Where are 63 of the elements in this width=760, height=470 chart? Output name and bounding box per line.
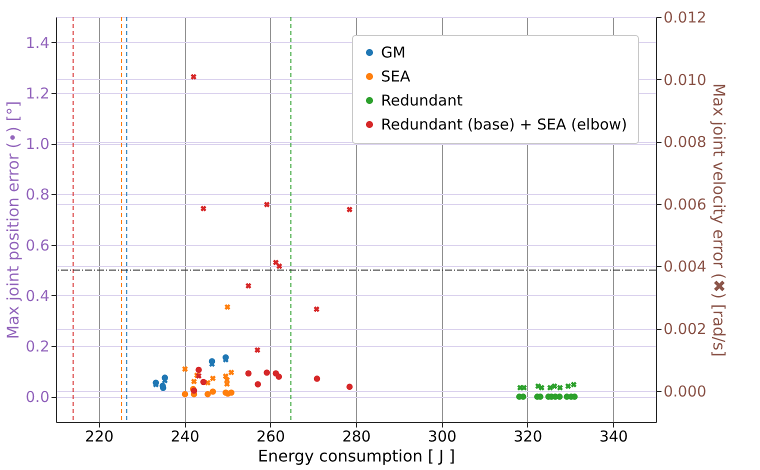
point	[565, 383, 572, 390]
point	[228, 389, 234, 396]
point	[182, 366, 188, 372]
y2-tick-label: 0.002	[664, 320, 706, 338]
point	[191, 378, 197, 384]
y-axis-title: Max joint position error (•) [°]	[4, 100, 23, 340]
x-tick-label: 340	[599, 428, 628, 446]
point	[547, 384, 554, 391]
point	[190, 74, 196, 80]
y2-tick-label: 0.010	[664, 70, 706, 89]
point	[570, 382, 577, 388]
x-tick-label: 220	[85, 428, 114, 446]
legend-label: Redundant (base) + SEA (elbow)	[381, 116, 628, 134]
point	[196, 366, 202, 374]
y-tick-label: 1.2	[26, 84, 50, 102]
x-tick-label: 320	[514, 428, 542, 446]
y2-axis-title: Max joint velocity error (✖) [rad/s]	[709, 83, 728, 357]
y-tick-label: 1.4	[26, 34, 50, 52]
point	[276, 374, 282, 380]
point	[346, 206, 352, 212]
point	[200, 206, 206, 212]
x-tick-label: 260	[256, 428, 286, 446]
point	[204, 391, 211, 398]
x-tick-label: 240	[170, 428, 200, 446]
point	[246, 282, 252, 289]
point	[264, 369, 270, 376]
legend-label: Redundant	[381, 92, 463, 110]
point	[162, 374, 168, 381]
point	[210, 375, 216, 382]
y2-tick-label: 0.006	[664, 195, 706, 214]
point	[314, 306, 320, 312]
y-tick-label: 0.4	[26, 286, 50, 305]
x-tick-label: 300	[428, 428, 457, 446]
y-tick-label: 0.2	[26, 338, 50, 356]
point	[200, 378, 207, 386]
point	[254, 347, 260, 353]
point	[272, 260, 279, 266]
y2-tick-label: 0.012	[664, 8, 706, 26]
x-tick-label: 280	[342, 428, 371, 446]
point	[208, 358, 216, 364]
y2-tick-label: 0.008	[664, 133, 706, 152]
point	[552, 383, 558, 390]
point	[210, 388, 216, 395]
point	[182, 391, 188, 398]
point	[224, 304, 230, 310]
point	[254, 381, 262, 388]
y-tick-label: 1.0	[26, 135, 50, 154]
point	[538, 384, 544, 391]
point	[245, 370, 252, 377]
point	[228, 370, 234, 376]
y2-tick-label: 0.004	[664, 258, 706, 276]
point	[276, 263, 282, 270]
y-tick-label: 0.6	[26, 236, 50, 254]
y-tick-label: 0.8	[26, 186, 50, 204]
point	[264, 202, 270, 208]
point	[346, 384, 353, 390]
legend-label: GM	[381, 44, 406, 62]
y2-tick-label: 0.000	[664, 382, 706, 400]
point	[222, 354, 229, 361]
x-axis-title: Energy consumption [ J ]	[258, 446, 456, 466]
point	[314, 376, 320, 382]
y-tick-label: 0.0	[26, 388, 50, 406]
legend-label: SEA	[381, 68, 411, 86]
